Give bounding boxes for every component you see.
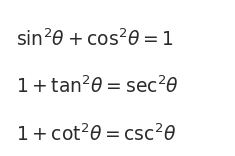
- Text: $1 + \tan^2\!\theta = \sec^2\!\theta$: $1 + \tan^2\!\theta = \sec^2\!\theta$: [16, 75, 180, 97]
- Text: $\sin^2\!\theta + \cos^2\!\theta = 1$: $\sin^2\!\theta + \cos^2\!\theta = 1$: [16, 28, 174, 50]
- Text: $1 + \cot^2\!\theta = \csc^2\!\theta$: $1 + \cot^2\!\theta = \csc^2\!\theta$: [16, 123, 177, 145]
